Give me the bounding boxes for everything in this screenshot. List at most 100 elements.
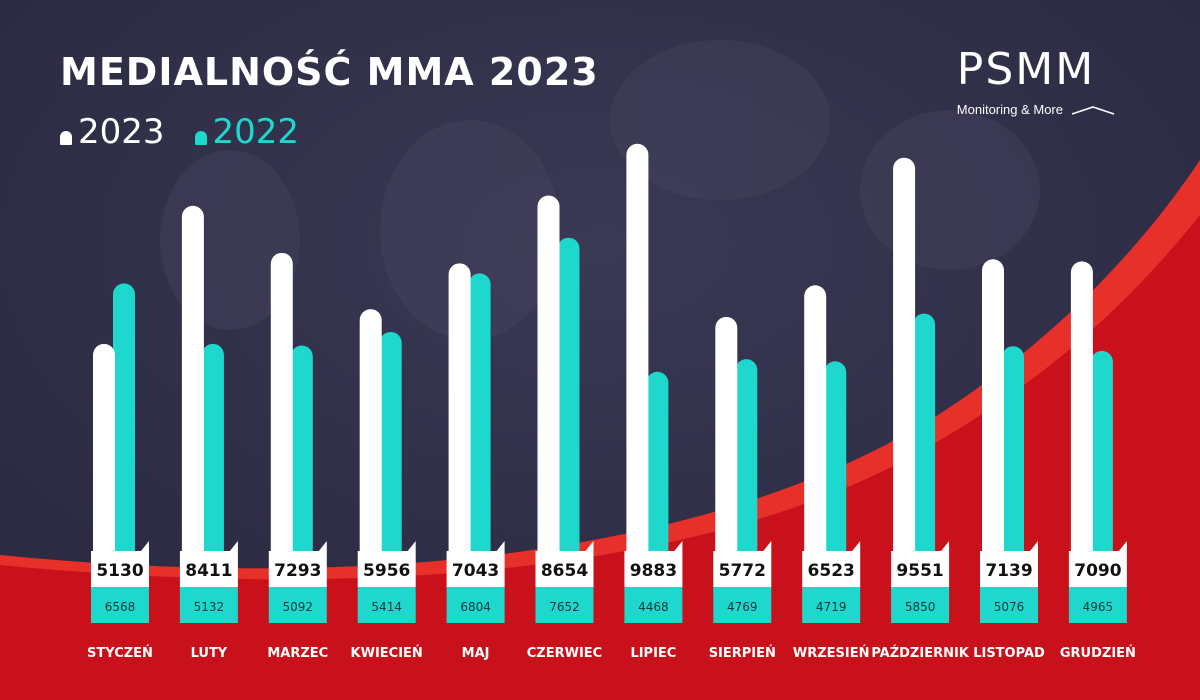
bar-2023-9 [804,285,827,560]
value-label-2023-9: 6523 [808,561,855,581]
bar-2023-4 [359,309,382,560]
legend-swatch-2023 [60,131,72,145]
legend-label-2022: 2022 [212,112,300,152]
value-label-2022-8: 4769 [727,600,758,614]
bars-layer [93,143,1113,600]
value-box-tab-9 [852,541,861,551]
labels-layer: 5130 6568 STYCZEŃ 8411 5132 LUTY 7293 5092 MARZE… [87,541,1136,661]
bar-2022-6 [557,237,580,600]
value-box-2023-10 [891,551,950,587]
value-label-2023-6: 8654 [541,561,588,581]
value-label-2022-4: 5414 [371,600,402,614]
bar-2022-1 [113,283,135,600]
value-box-tab-5 [496,541,505,551]
bar-2022-4 [379,331,402,600]
value-label-2023-3: 7293 [274,561,321,581]
value-box-tab-6 [585,541,594,551]
bar-2022-10 [913,313,936,600]
category-label-12: GRUDZIEŃ [1060,645,1136,661]
value-label-2022-10: 5850 [905,600,936,614]
bar-2022-11 [1002,346,1024,600]
logo-tagline: Monitoring & More [956,102,1063,117]
value-label-2022-1: 6568 [105,600,136,614]
value-label-2023-7: 9883 [630,561,677,581]
value-box-2022-12 [1068,587,1127,623]
bar-2022-2 [201,343,224,600]
value-box-2022-6 [535,587,594,623]
value-box-2023-4 [357,551,416,587]
category-label-5: MAJ [462,646,490,661]
value-box-tab-1 [141,541,149,551]
value-box-2023-12 [1068,551,1127,587]
value-box-2023-5 [446,551,505,587]
value-box-tab-12 [1118,541,1127,551]
bar-2023-5 [448,263,471,560]
category-label-2: LUTY [191,646,228,661]
value-box-2022-7 [624,587,683,623]
bar-2023-8 [715,316,738,560]
value-label-2022-12: 4965 [1083,600,1114,614]
bar-2022-8 [735,359,758,600]
bar-2023-6 [537,195,560,560]
category-label-7: LIPIEC [630,646,676,661]
value-box-2023-8 [713,551,772,587]
bar-2022-9 [824,361,847,600]
category-label-6: CZERWIEC [527,646,602,661]
bar-2022-3 [290,345,313,600]
value-box-2022-11 [980,587,1038,623]
legend-label-2023: 2023 [78,112,165,152]
logo-roof-icon [1071,105,1115,115]
legend-item-2023: 2023 [60,112,165,152]
value-box-2022-5 [446,587,505,623]
value-label-2022-2: 5132 [194,600,225,614]
value-box-tab-4 [407,541,416,551]
value-box-2023-7 [624,551,683,587]
bar-2023-12 [1070,261,1093,560]
value-box-2023-9 [802,551,861,587]
legend-item-2022: 2022 [194,112,300,152]
value-label-2022-3: 5092 [283,600,314,614]
category-label-11: LISTOPAD [973,646,1045,661]
value-box-tab-8 [763,541,772,551]
category-label-1: STYCZEŃ [87,645,153,661]
value-box-2022-10 [891,587,950,623]
bar-2023-1 [93,343,115,560]
value-label-2023-8: 5772 [719,561,766,581]
value-label-2022-5: 6804 [460,600,491,614]
value-box-2022-3 [268,587,327,623]
category-label-9: WRZESIEŃ [793,645,870,661]
value-box-2022-8 [713,587,772,623]
logo-tagline-row: Monitoring & More [957,102,1115,117]
bar-2022-5 [468,273,491,600]
value-label-2022-7: 4468 [638,600,669,614]
legend-swatch-2022 [194,131,207,145]
value-box-tab-3 [318,541,327,551]
bar-2022-12 [1090,350,1113,600]
category-label-4: KWIECIEŃ [351,645,423,661]
bar-2022-7 [646,371,669,600]
bar-2023-2 [181,205,204,560]
value-box-tab-7 [674,541,683,551]
value-box-2022-2 [179,587,238,623]
category-label-3: MARZEC [267,646,328,661]
value-label-2023-1: 5130 [96,561,143,581]
logo-wordmark: PSMM [956,44,1096,95]
value-label-2022-11: 5076 [994,600,1025,614]
value-box-2023-3 [268,551,327,587]
value-label-2023-11: 7139 [985,561,1032,581]
value-label-2022-6: 7652 [549,600,580,614]
value-box-tab-11 [1030,541,1038,551]
value-box-2023-6 [535,551,594,587]
bar-2023-7 [626,143,649,561]
value-label-2023-5: 7043 [452,561,499,581]
bar-2023-3 [270,252,293,560]
bar-2023-11 [982,259,1004,560]
category-label-10: PAŹDZIERNIK [871,645,969,661]
value-box-2023-2 [179,551,238,587]
value-box-2022-4 [357,587,416,623]
value-box-2022-1 [91,587,149,623]
value-box-tab-2 [229,541,238,551]
chart-title: MEDIALNOŚĆ MMA 2023 [60,50,599,94]
value-box-2023-1 [91,551,149,587]
